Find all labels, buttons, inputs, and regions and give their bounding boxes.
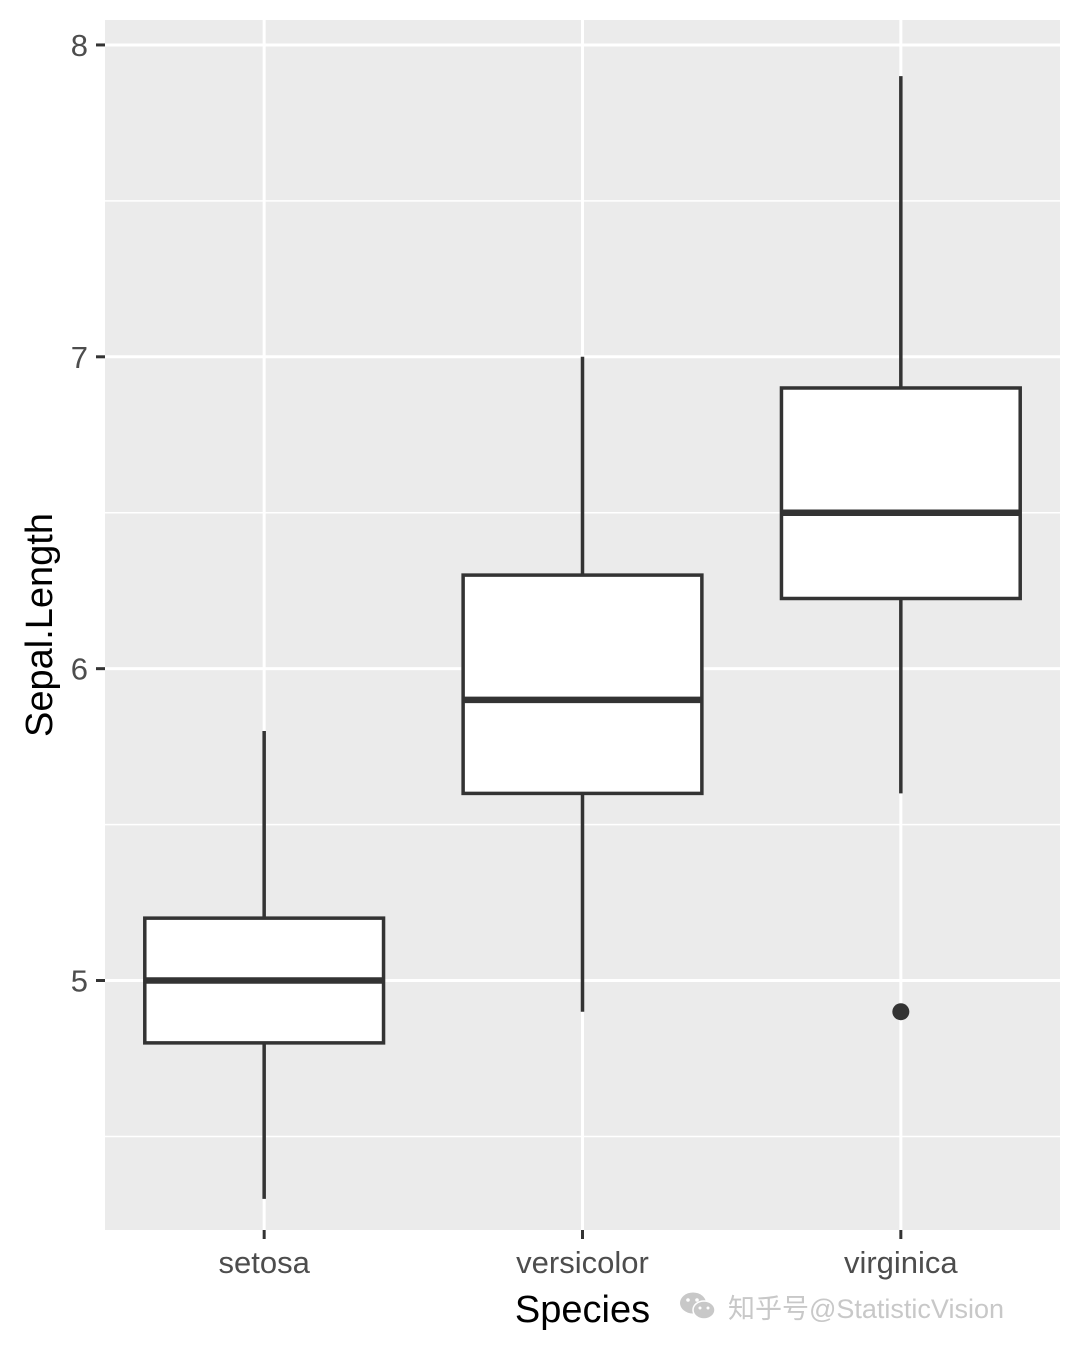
box-versicolor <box>461 356 704 1012</box>
y-tick-label: 7 <box>71 340 88 375</box>
x-tick-label: virginica <box>844 1245 958 1280</box>
interquartile-box <box>461 573 704 796</box>
x-tick-label: versicolor <box>516 1245 649 1280</box>
y-tick-label: 5 <box>71 964 88 999</box>
y-axis: 5 6 7 8 <box>71 28 105 999</box>
x-tick-label: setosa <box>218 1245 310 1280</box>
box-group <box>143 76 1022 1199</box>
box-virginica <box>779 76 1022 1021</box>
y-tick-label: 6 <box>71 652 88 687</box>
outlier-point <box>892 1003 910 1021</box>
x-axis: setosa versicolor virginica <box>218 1230 958 1280</box>
watermark-text: 知乎号@StatisticVision <box>728 1293 1004 1324</box>
box-setosa <box>143 731 386 1199</box>
wechat-icon <box>680 1292 716 1320</box>
y-axis-title: Sepal.Length <box>19 513 61 737</box>
interquartile-box <box>779 386 1022 601</box>
y-tick-label: 8 <box>71 28 88 63</box>
watermark: 知乎号@StatisticVision <box>678 1286 1004 1326</box>
x-axis-title: Species <box>515 1289 650 1331</box>
